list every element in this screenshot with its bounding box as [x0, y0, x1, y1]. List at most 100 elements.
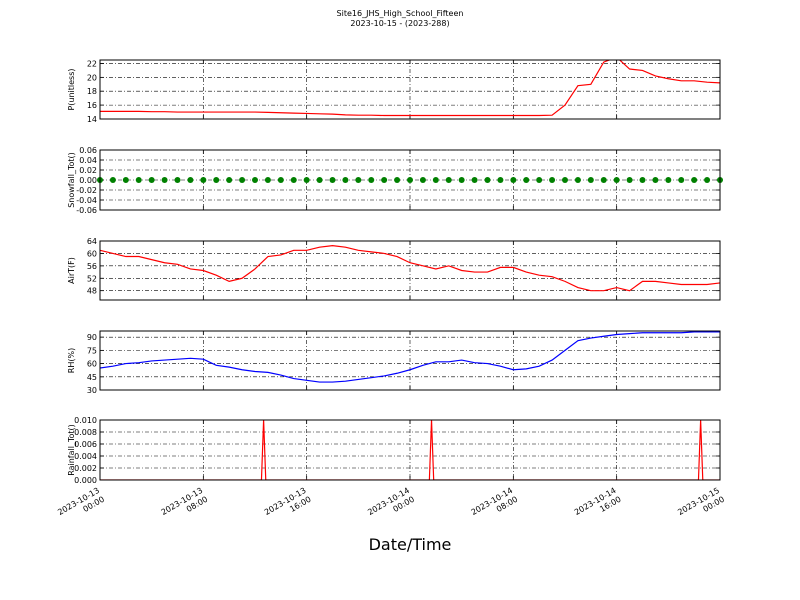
x-tick-label: 2023-10-1408:00 — [470, 486, 520, 526]
y-tick-label: 0.008 — [74, 428, 97, 437]
point — [419, 177, 426, 183]
y-axis-label: Snowfall_Tot() — [67, 152, 76, 208]
y-tick-label: 0.006 — [74, 440, 97, 449]
y-tick-label: 60 — [87, 360, 97, 369]
plot-frame — [99, 419, 721, 481]
plot-frame — [99, 330, 721, 391]
x-axis-label: Date/Time — [369, 535, 452, 554]
y-tick-label: 0.010 — [74, 416, 97, 425]
y-axis-label: Rainfall_Tot() — [67, 424, 76, 476]
chart-title: Site16_JHS_High_School_Fifteen — [337, 9, 464, 18]
point — [109, 177, 116, 183]
y-tick-label: 20 — [87, 73, 97, 82]
point — [226, 177, 233, 183]
point — [445, 177, 452, 183]
y-tick-label: 18 — [87, 87, 97, 96]
point — [303, 177, 310, 183]
point — [704, 177, 711, 183]
point — [368, 177, 375, 183]
y-tick-label: 14 — [87, 115, 97, 124]
x-tick-label: 2023-10-1316:00 — [263, 486, 313, 526]
y-tick-label: 16 — [87, 101, 97, 110]
point — [394, 177, 401, 183]
point — [665, 177, 672, 183]
point — [135, 177, 142, 183]
y-tick-label: 60 — [87, 249, 97, 258]
point — [187, 177, 194, 183]
point — [587, 177, 594, 183]
point — [562, 177, 568, 183]
point — [290, 177, 297, 183]
point — [574, 177, 581, 183]
point — [613, 177, 620, 183]
point — [200, 177, 207, 183]
y-axis-label: AirT(F) — [67, 257, 76, 284]
point — [277, 177, 284, 183]
y-tick-label: 0.06 — [79, 146, 97, 155]
y-tick-label: 0.02 — [79, 166, 97, 175]
point — [264, 177, 271, 183]
point — [458, 177, 465, 183]
chart-subtitle: 2023-10-15 - (2023-288) — [350, 19, 449, 28]
y-tick-label: 0.004 — [74, 452, 97, 461]
y-tick-label: 56 — [87, 262, 97, 271]
x-tick-label: 2023-10-1500:00 — [676, 486, 726, 526]
y-tick-label: 0.00 — [79, 176, 97, 185]
y-tick-label: -0.04 — [76, 196, 97, 205]
y-tick-label: 30 — [87, 386, 97, 395]
line — [100, 420, 720, 480]
y-axis-label: P(unitless) — [67, 68, 76, 110]
y-tick-label: 22 — [87, 59, 97, 68]
x-tick-label: 2023-10-1300:00 — [56, 486, 106, 526]
y-axis-label: RH(%) — [67, 348, 76, 373]
point — [510, 177, 517, 183]
point — [484, 177, 491, 183]
line — [100, 331, 720, 383]
y-tick-label: 52 — [87, 274, 97, 283]
y-tick-label: 64 — [87, 237, 97, 246]
plot-frame — [99, 240, 721, 301]
point — [691, 177, 698, 183]
point — [148, 177, 155, 183]
point — [497, 177, 504, 183]
y-tick-label: 48 — [87, 287, 97, 296]
point — [381, 177, 388, 183]
point — [239, 177, 246, 183]
point — [678, 177, 685, 183]
y-tick-label: 75 — [87, 346, 97, 355]
plot-frame — [99, 149, 721, 211]
y-tick-label: -0.02 — [76, 186, 97, 195]
y-tick-label: 0.04 — [79, 156, 97, 165]
point — [329, 177, 336, 183]
point — [316, 177, 323, 183]
point — [432, 177, 439, 183]
point — [639, 177, 646, 183]
point — [174, 177, 181, 183]
point — [161, 177, 168, 183]
point — [523, 177, 530, 183]
y-tick-label: -0.06 — [76, 206, 97, 215]
point — [471, 177, 478, 183]
y-tick-label: 45 — [87, 373, 97, 382]
y-tick-label: 0.002 — [74, 464, 97, 473]
point — [355, 177, 362, 183]
y-tick-label: 90 — [87, 333, 97, 342]
point — [549, 177, 556, 183]
point — [122, 177, 129, 183]
plot-frame — [99, 59, 721, 120]
x-tick-label: 2023-10-1400:00 — [366, 486, 416, 526]
point — [252, 177, 258, 183]
point — [626, 177, 633, 183]
y-tick-label: 0.000 — [74, 476, 97, 485]
point — [536, 177, 543, 183]
line — [100, 60, 720, 117]
x-tick-label: 2023-10-1308:00 — [160, 486, 210, 526]
point — [342, 177, 349, 183]
point — [213, 177, 220, 183]
point — [407, 177, 413, 183]
point — [652, 177, 659, 183]
point — [600, 177, 607, 183]
x-tick-label: 2023-10-1416:00 — [573, 486, 623, 526]
line — [100, 245, 720, 292]
